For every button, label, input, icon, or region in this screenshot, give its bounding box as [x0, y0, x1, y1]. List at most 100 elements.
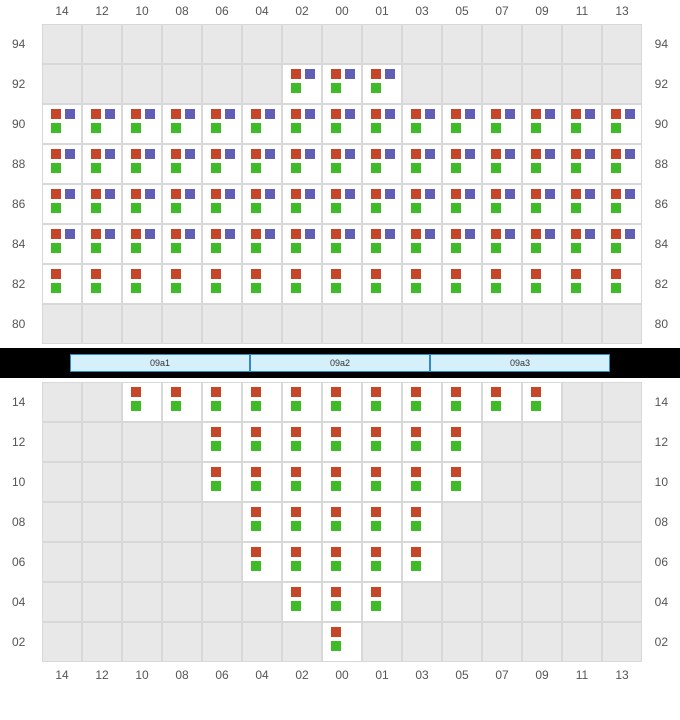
rack-slot[interactable]: [482, 184, 522, 224]
rack-slot[interactable]: [122, 382, 162, 422]
rack-slot[interactable]: [282, 144, 322, 184]
rack-slot[interactable]: [242, 462, 282, 502]
rack-slot[interactable]: [82, 264, 122, 304]
rack-slot[interactable]: [362, 264, 402, 304]
rack-slot[interactable]: [282, 582, 322, 622]
rack-slot[interactable]: [202, 184, 242, 224]
rack-slot[interactable]: [242, 104, 282, 144]
rack-slot[interactable]: [562, 104, 602, 144]
rack-slot[interactable]: [402, 502, 442, 542]
rack-slot[interactable]: [322, 582, 362, 622]
rack-slot[interactable]: [482, 144, 522, 184]
rack-slot[interactable]: [402, 382, 442, 422]
rack-slot[interactable]: [602, 184, 642, 224]
rack-slot[interactable]: [402, 184, 442, 224]
rack-slot[interactable]: [322, 422, 362, 462]
rack-slot[interactable]: [442, 224, 482, 264]
rack-slot[interactable]: [322, 144, 362, 184]
rack-slot[interactable]: [242, 264, 282, 304]
rack-slot[interactable]: [602, 144, 642, 184]
rack-slot[interactable]: [122, 264, 162, 304]
rack-slot[interactable]: [402, 264, 442, 304]
rack-slot[interactable]: [42, 104, 82, 144]
rack-slot[interactable]: [442, 144, 482, 184]
rack-slot[interactable]: [162, 184, 202, 224]
rack-slot[interactable]: [562, 184, 602, 224]
rack-slot[interactable]: [362, 502, 402, 542]
rack-slot[interactable]: [402, 422, 442, 462]
rack-slot[interactable]: [362, 104, 402, 144]
rack-slot[interactable]: [442, 184, 482, 224]
rack-slot[interactable]: [42, 264, 82, 304]
rack-slot[interactable]: [322, 224, 362, 264]
rack-slot[interactable]: [362, 64, 402, 104]
rack-slot[interactable]: [122, 104, 162, 144]
rack-slot[interactable]: [162, 264, 202, 304]
rack-slot[interactable]: [322, 502, 362, 542]
rack-slot[interactable]: [282, 542, 322, 582]
rack-slot[interactable]: [322, 382, 362, 422]
rack-slot[interactable]: [522, 144, 562, 184]
rack-slot[interactable]: [282, 382, 322, 422]
rack-slot[interactable]: [522, 264, 562, 304]
rack-slot[interactable]: [202, 264, 242, 304]
rack-slot[interactable]: [402, 462, 442, 502]
rack-slot[interactable]: [522, 224, 562, 264]
rack-slot[interactable]: [522, 104, 562, 144]
rack-slot[interactable]: [362, 422, 402, 462]
rack-slot[interactable]: [282, 184, 322, 224]
rack-slot[interactable]: [562, 264, 602, 304]
rack-slot[interactable]: [162, 144, 202, 184]
rack-slot[interactable]: [42, 184, 82, 224]
rack-slot[interactable]: [242, 184, 282, 224]
rack-slot[interactable]: [482, 382, 522, 422]
rack-slot[interactable]: [202, 104, 242, 144]
rack-slot[interactable]: [42, 144, 82, 184]
rack-slot[interactable]: [562, 224, 602, 264]
rack-slot[interactable]: [282, 422, 322, 462]
rack-slot[interactable]: [362, 582, 402, 622]
rack-slot[interactable]: [242, 542, 282, 582]
rack-slot[interactable]: [442, 422, 482, 462]
rack-slot[interactable]: [82, 224, 122, 264]
rack-slot[interactable]: [322, 622, 362, 662]
rack-slot[interactable]: [282, 462, 322, 502]
rack-slot[interactable]: [362, 542, 402, 582]
rack-slot[interactable]: [202, 144, 242, 184]
rack-slot[interactable]: [122, 224, 162, 264]
rack-slot[interactable]: [522, 382, 562, 422]
rack-slot[interactable]: [362, 184, 402, 224]
rack-slot[interactable]: [442, 382, 482, 422]
rack-slot[interactable]: [202, 462, 242, 502]
rack-slot[interactable]: [82, 144, 122, 184]
switch-09a3[interactable]: 09a3: [430, 354, 610, 372]
rack-slot[interactable]: [602, 224, 642, 264]
rack-slot[interactable]: [602, 104, 642, 144]
switch-09a2[interactable]: 09a2: [250, 354, 430, 372]
rack-slot[interactable]: [322, 264, 362, 304]
rack-slot[interactable]: [322, 184, 362, 224]
rack-slot[interactable]: [282, 502, 322, 542]
rack-slot[interactable]: [162, 104, 202, 144]
rack-slot[interactable]: [42, 224, 82, 264]
rack-slot[interactable]: [402, 144, 442, 184]
rack-slot[interactable]: [162, 382, 202, 422]
rack-slot[interactable]: [242, 224, 282, 264]
rack-slot[interactable]: [282, 224, 322, 264]
rack-slot[interactable]: [322, 542, 362, 582]
rack-slot[interactable]: [402, 104, 442, 144]
rack-slot[interactable]: [282, 264, 322, 304]
rack-slot[interactable]: [562, 144, 602, 184]
rack-slot[interactable]: [242, 502, 282, 542]
rack-slot[interactable]: [482, 224, 522, 264]
rack-slot[interactable]: [362, 382, 402, 422]
rack-slot[interactable]: [362, 224, 402, 264]
rack-slot[interactable]: [202, 422, 242, 462]
rack-slot[interactable]: [362, 144, 402, 184]
rack-slot[interactable]: [162, 224, 202, 264]
rack-slot[interactable]: [242, 422, 282, 462]
rack-slot[interactable]: [242, 382, 282, 422]
rack-slot[interactable]: [322, 462, 362, 502]
rack-slot[interactable]: [442, 462, 482, 502]
rack-slot[interactable]: [242, 144, 282, 184]
